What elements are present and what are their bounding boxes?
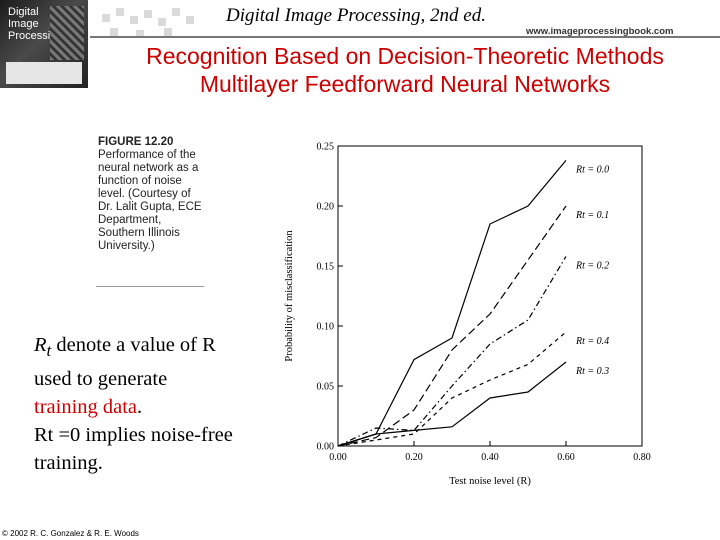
book-title: Digital Image Processing, 2nd ed. [226,5,486,26]
copyright: © 2002 R. C. Gonzalez & R. E. Woods [2,529,139,538]
series-label-3: Rt = 0.4 [575,336,609,347]
note-period: . [137,396,143,419]
series-label-2: Rt = 0.2 [575,260,609,271]
series-label-0: Rt = 0.0 [575,164,609,175]
note-line-4: Rt =0 implies noise-free [34,424,233,447]
book-cover-photo [50,6,84,60]
header-divider [90,36,720,38]
notes-text: Rt denote a value of R used to generate … [34,331,284,477]
figure-label: FIGURE 12.20 [98,136,174,148]
series-line-3 [337,331,567,447]
y-tick-label: 0.05 [317,382,335,393]
y-tick-label: 0.10 [317,322,335,333]
note-line-5: training. [34,452,103,475]
figure-caption: FIGURE 12.20 Performance of the neural n… [98,136,206,253]
x-tick-label: 0.00 [329,452,347,463]
y-tick-label: 0.15 [317,262,335,273]
series-line-0 [337,160,567,447]
slide-title-line1: Recognition Based on Decision-Theoretic … [146,43,664,69]
note-training-data: training data [34,396,138,419]
book-cover-line: Image [8,18,39,30]
series-line-1 [337,205,567,447]
note-line-1-rest: denote a value of R [51,334,216,356]
series-line-4 [337,361,567,447]
note-line-3: training data. [34,393,284,421]
note-line-2: used to generate [34,368,168,391]
caption-divider [96,286,204,287]
slide-title-line2: Multilayer Feedforward Neural Networks [199,71,611,97]
series-line-2 [337,256,567,447]
series-label-4: Rt = 0.3 [575,366,609,377]
series-label-1: Rt = 0.1 [575,210,609,221]
note-line-1: Rt denote a value of R [34,331,284,365]
misclassification-chart: 0.00 0.20 0.40 0.60 0.80 0.00 0.05 0.10 0.15 0.20… [284,142,651,488]
plot-frame [337,145,643,447]
figure-caption-text: Performance of the neural network as a f… [98,149,202,252]
book-cover-line: Digital [8,6,39,18]
x-axis-label: Test noise level (R) [449,476,531,487]
decorative-squares [92,4,212,44]
y-tick-label: 0.00 [317,442,335,453]
y-axis-label: Probability of misclassification [284,230,295,362]
book-cover-line: Processing [8,30,63,42]
x-tick-label: 0.80 [633,452,651,463]
book-cover-footer [6,62,82,84]
book-cover-title: Digital Image Processing [8,6,62,42]
y-tick-label: 0.25 [317,142,335,153]
website-url: www.imageprocessingbook.com [526,26,674,37]
note-rt-symbol: R [34,334,47,356]
y-tick-label: 0.20 [317,202,335,213]
x-tick-label: 0.60 [557,452,575,463]
note-rt-subscript: t [46,341,52,361]
book-cover-thumbnail: Digital Image Processing [0,0,88,88]
x-tick-label: 0.20 [405,452,423,463]
x-tick-label: 0.40 [481,452,499,463]
